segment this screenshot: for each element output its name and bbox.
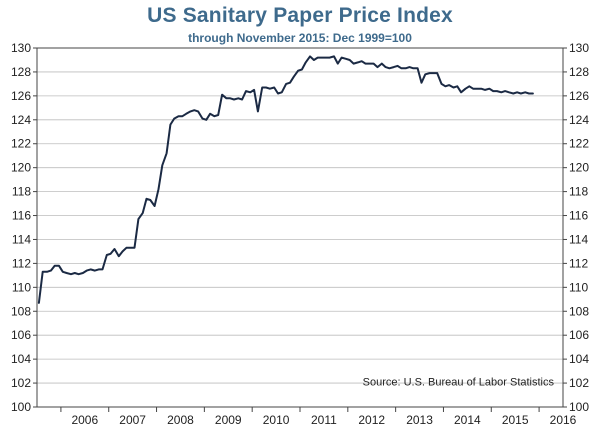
x-tick-label-2013: 2013 <box>406 413 433 427</box>
y-tick-label-right: 130 <box>569 41 589 55</box>
y-tick-label-right: 106 <box>569 328 589 342</box>
y-tick-label-left: 104 <box>11 352 31 366</box>
x-tick-label-2009: 2009 <box>215 413 242 427</box>
x-tick-label-2006: 2006 <box>71 413 98 427</box>
y-tick-label-right: 116 <box>569 209 588 223</box>
chart-subtitle: through November 2015: Dec 1999=100 <box>188 31 412 45</box>
x-tick-label-2008: 2008 <box>167 413 194 427</box>
y-tick-label-left: 116 <box>12 209 31 223</box>
y-tick-label-right: 126 <box>569 89 589 103</box>
y-tick-label-left: 128 <box>11 65 31 79</box>
x-tick-label-2007: 2007 <box>119 413 146 427</box>
y-tick-label-right: 122 <box>569 137 589 151</box>
y-tick-label-left: 110 <box>12 280 31 294</box>
plot-area-frame <box>36 47 564 408</box>
y-axis-left-labels: 100 102 104 106 108 110 112 114 116 118 120 122 124 1… <box>11 41 31 414</box>
y-tick-label-right: 108 <box>569 304 589 318</box>
y-tick-label-right: 128 <box>569 65 589 79</box>
y-tick-label-left: 120 <box>11 161 31 175</box>
axis-ticks <box>33 47 567 412</box>
source-note: Source: U.S. Bureau of Labor Statistics <box>363 376 555 388</box>
y-tick-label-left: 130 <box>11 41 31 55</box>
y-tick-label-right: 104 <box>569 352 589 366</box>
y-tick-label-right: 120 <box>569 161 589 175</box>
y-tick-label-right: 102 <box>569 376 589 390</box>
y-tick-label-right: 100 <box>569 400 589 414</box>
y-tick-label-left: 118 <box>12 185 31 199</box>
y-tick-label-right: 114 <box>569 232 588 246</box>
y-tick-label-right: 110 <box>569 280 588 294</box>
y-tick-label-left: 100 <box>11 400 31 414</box>
y-tick-label-right: 124 <box>569 113 589 127</box>
y-tick-label-right: 118 <box>569 185 588 199</box>
y-tick-label-left: 112 <box>12 256 31 270</box>
chart-title: US Sanitary Paper Price Index <box>147 4 453 27</box>
y-tick-label-left: 106 <box>11 328 31 342</box>
y-tick-label-left: 114 <box>12 232 31 246</box>
x-axis-labels: 2006 2007 2008 2009 2010 2011 2012 2013 2014 2015… <box>71 413 576 427</box>
series-line-price-index <box>37 55 534 304</box>
x-tick-label-2012: 2012 <box>358 413 385 427</box>
y-tick-label-left: 102 <box>11 376 31 390</box>
y-tick-label-left: 108 <box>11 304 31 318</box>
y-tick-label-left: 126 <box>11 89 31 103</box>
gridlines <box>37 71 563 384</box>
y-axis-right-labels: 100 102 104 106 108 110 112 114 116 118 120 122 124 1… <box>569 41 589 414</box>
y-tick-label-left: 122 <box>11 137 31 151</box>
x-tick-label-2016: 2016 <box>550 413 577 427</box>
x-tick-label-2015: 2015 <box>502 413 529 427</box>
x-tick-label-2011: 2011 <box>311 413 337 427</box>
y-tick-label-right: 112 <box>569 256 588 270</box>
y-tick-label-left: 124 <box>11 113 31 127</box>
x-tick-label-2010: 2010 <box>263 413 290 427</box>
x-tick-label-2014: 2014 <box>454 413 481 427</box>
